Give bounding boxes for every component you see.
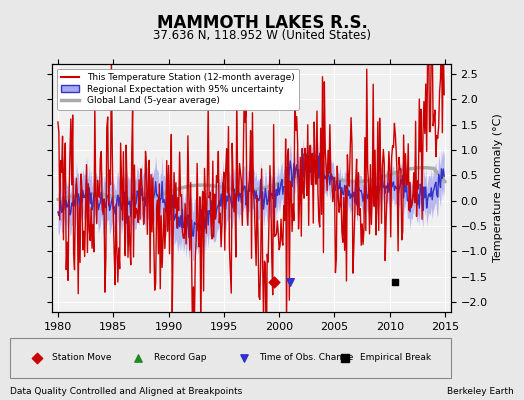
Text: Time of Obs. Change: Time of Obs. Change: [259, 354, 354, 362]
Point: [134, 355, 143, 361]
Text: Station Move: Station Move: [52, 354, 112, 362]
Text: Data Quality Controlled and Aligned at Breakpoints: Data Quality Controlled and Aligned at B…: [10, 387, 243, 396]
Text: MAMMOTH LAKES R.S.: MAMMOTH LAKES R.S.: [157, 14, 367, 32]
Point: [286, 278, 294, 285]
Text: Berkeley Earth: Berkeley Earth: [447, 387, 514, 396]
Text: Record Gap: Record Gap: [154, 354, 206, 362]
Point: [391, 278, 399, 285]
Point: [239, 355, 248, 361]
Point: [32, 355, 41, 361]
Text: Empirical Break: Empirical Break: [361, 354, 432, 362]
Point: [269, 278, 278, 285]
Legend: This Temperature Station (12-month average), Regional Expectation with 95% uncer: This Temperature Station (12-month avera…: [57, 68, 299, 110]
Point: [341, 355, 349, 361]
Text: 37.636 N, 118.952 W (United States): 37.636 N, 118.952 W (United States): [153, 29, 371, 42]
Y-axis label: Temperature Anomaly (°C): Temperature Anomaly (°C): [493, 114, 503, 262]
